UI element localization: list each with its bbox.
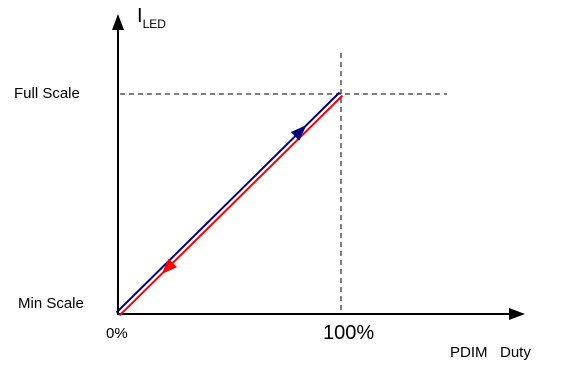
series-red-arrow-icon bbox=[161, 258, 178, 275]
y-tick-label-min-scale: Min Scale bbox=[18, 295, 84, 312]
y-tick-label-full-scale: Full Scale bbox=[14, 85, 80, 102]
y-axis-title-main: I bbox=[137, 5, 143, 27]
y-axis-title-subscript: LED bbox=[142, 17, 166, 31]
x-axis-title: PDIM Duty bbox=[450, 344, 531, 361]
x-axis-arrowhead bbox=[509, 308, 525, 320]
series-line-red bbox=[118, 94, 344, 317]
series-blue-arrow-icon bbox=[290, 125, 307, 141]
y-axis-arrowhead bbox=[112, 14, 124, 30]
y-axis-title: ILED bbox=[137, 5, 166, 31]
x-tick-label-0: 0% bbox=[106, 325, 128, 342]
x-tick-label-100: 100% bbox=[323, 322, 375, 344]
